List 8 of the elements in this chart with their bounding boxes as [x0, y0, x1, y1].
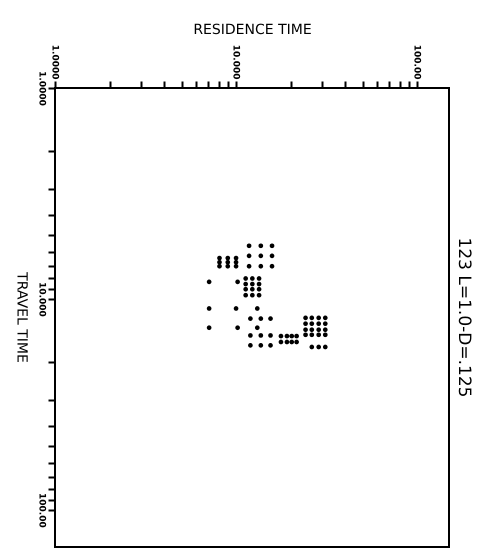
text: 123 L=1.0-D=.125	[454, 238, 474, 398]
y-axis-title: TRAVEL TIME	[14, 271, 30, 363]
y-tick-label: 10.000	[36, 282, 46, 317]
y-tick-label: 100.00	[36, 492, 46, 528]
y-tick-label: 1.0000	[36, 71, 46, 106]
x-tick-label: 10.000	[230, 44, 241, 80]
x-axis-title: RESIDENCE TIME	[193, 22, 312, 38]
x-tick-label: 100.00	[412, 44, 422, 80]
